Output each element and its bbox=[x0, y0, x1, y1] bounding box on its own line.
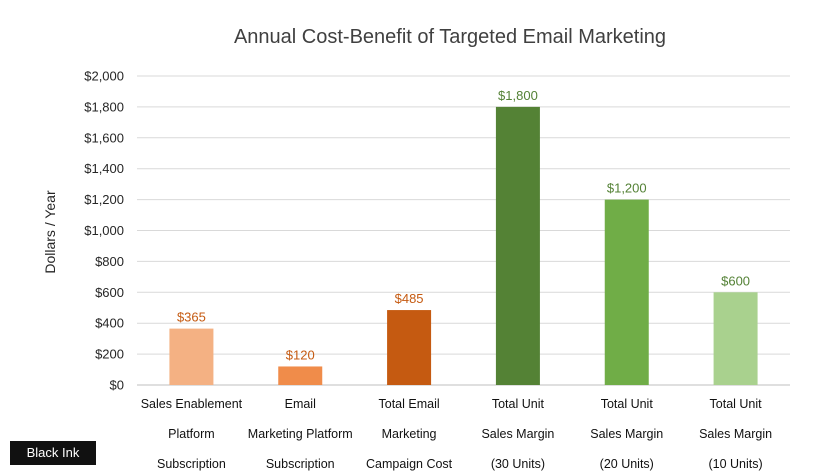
category-label: Sales Margin bbox=[590, 427, 663, 441]
category-label: (20 Units) bbox=[600, 457, 654, 471]
data-labels: $365 $120 $485 $1,800 $1,200 $600 bbox=[177, 88, 750, 363]
category-labels: Sales Enablement Platform Subscription Emai… bbox=[141, 397, 772, 471]
y-tick-label: $200 bbox=[95, 347, 124, 362]
bar bbox=[387, 310, 432, 385]
data-label: $120 bbox=[286, 347, 315, 362]
bar bbox=[278, 366, 323, 385]
bars bbox=[169, 106, 758, 386]
y-tick-label: $1,800 bbox=[84, 99, 124, 114]
category-label: Total Unit bbox=[492, 397, 545, 411]
black-ink-logo: Black Ink bbox=[10, 441, 96, 465]
data-label: $365 bbox=[177, 310, 206, 325]
y-tick-labels: $0 $200 $400 $600 $800 $1,000 $1,200 $1,400 $1,6… bbox=[84, 69, 124, 393]
bar bbox=[604, 199, 649, 385]
category-label: (10 Units) bbox=[708, 457, 762, 471]
y-tick-label: $0 bbox=[110, 378, 124, 393]
gridlines bbox=[137, 75, 790, 386]
category-label: Sales Margin bbox=[481, 427, 554, 441]
data-label: $1,200 bbox=[607, 181, 647, 196]
bar bbox=[713, 292, 758, 385]
y-tick-label: $1,000 bbox=[84, 223, 124, 238]
category-label: Sales Enablement bbox=[141, 397, 243, 411]
chart-title: Annual Cost-Benefit of Targeted Email Ma… bbox=[234, 26, 666, 48]
category-label: Email bbox=[285, 397, 316, 411]
y-tick-label: $400 bbox=[95, 316, 124, 331]
y-axis-label: Dollars / Year bbox=[42, 190, 58, 274]
bar bbox=[495, 106, 540, 386]
y-tick-label: $800 bbox=[95, 254, 124, 269]
category-label: Subscription bbox=[266, 457, 335, 471]
y-tick-label: $1,400 bbox=[84, 161, 124, 176]
category-label: Marketing Platform bbox=[248, 427, 353, 441]
data-label: $1,800 bbox=[498, 88, 538, 103]
category-label: Sales Margin bbox=[699, 427, 772, 441]
bar bbox=[169, 328, 214, 385]
category-label: (30 Units) bbox=[491, 457, 545, 471]
y-tick-label: $1,600 bbox=[84, 130, 124, 145]
category-label: Total Unit bbox=[710, 397, 763, 411]
data-label: $485 bbox=[395, 291, 424, 306]
category-label: Subscription bbox=[157, 457, 226, 471]
category-label: Platform bbox=[168, 427, 215, 441]
category-label: Marketing bbox=[382, 427, 437, 441]
category-label: Total Unit bbox=[601, 397, 654, 411]
y-tick-label: $1,200 bbox=[84, 192, 124, 207]
category-label: Campaign Cost bbox=[366, 457, 453, 471]
data-label: $600 bbox=[721, 273, 750, 288]
y-tick-label: $2,000 bbox=[84, 69, 124, 84]
category-label: Total Email bbox=[379, 397, 440, 411]
y-tick-label: $600 bbox=[95, 285, 124, 300]
